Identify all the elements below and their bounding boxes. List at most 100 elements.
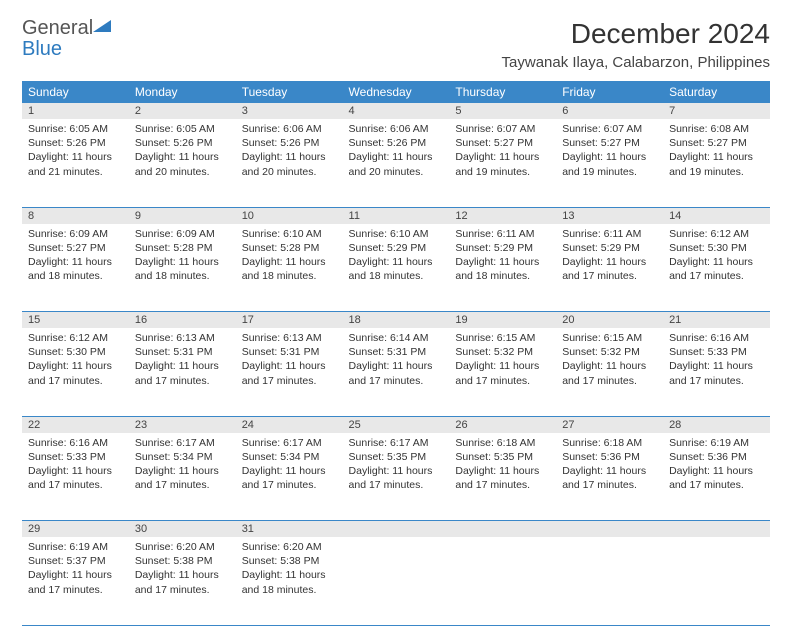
day-cell-body: Sunrise: 6:16 AMSunset: 5:33 PMDaylight:…	[22, 433, 129, 499]
daylight-text: Daylight: 11 hours	[669, 359, 764, 373]
day-cell: Sunrise: 6:05 AMSunset: 5:26 PMDaylight:…	[129, 119, 236, 207]
day-number-cell: 16	[129, 312, 236, 329]
day-number-cell	[556, 521, 663, 538]
sunset-text: Sunset: 5:35 PM	[349, 450, 444, 464]
sunrise-text: Sunrise: 6:17 AM	[349, 436, 444, 450]
day-number-cell: 17	[236, 312, 343, 329]
day-cell-body: Sunrise: 6:19 AMSunset: 5:36 PMDaylight:…	[663, 433, 770, 499]
day-cell-body: Sunrise: 6:09 AMSunset: 5:27 PMDaylight:…	[22, 224, 129, 290]
day-cell: Sunrise: 6:05 AMSunset: 5:26 PMDaylight:…	[22, 119, 129, 207]
daylight-text: and 17 minutes.	[455, 374, 550, 388]
daylight-text: Daylight: 11 hours	[349, 464, 444, 478]
day-number-cell: 29	[22, 521, 129, 538]
sunset-text: Sunset: 5:31 PM	[135, 345, 230, 359]
sunset-text: Sunset: 5:27 PM	[28, 241, 123, 255]
day-number-cell: 12	[449, 207, 556, 224]
day-cell: Sunrise: 6:13 AMSunset: 5:31 PMDaylight:…	[236, 328, 343, 416]
daylight-text: and 17 minutes.	[669, 478, 764, 492]
sunset-text: Sunset: 5:29 PM	[562, 241, 657, 255]
day-cell-body: Sunrise: 6:20 AMSunset: 5:38 PMDaylight:…	[129, 537, 236, 603]
calendar-table: Sunday Monday Tuesday Wednesday Thursday…	[22, 81, 770, 626]
weekday-header: Tuesday	[236, 81, 343, 103]
sunrise-text: Sunrise: 6:15 AM	[562, 331, 657, 345]
sunset-text: Sunset: 5:36 PM	[669, 450, 764, 464]
sunrise-text: Sunrise: 6:09 AM	[28, 227, 123, 241]
daylight-text: Daylight: 11 hours	[135, 150, 230, 164]
daylight-text: and 20 minutes.	[242, 165, 337, 179]
sunrise-text: Sunrise: 6:19 AM	[28, 540, 123, 554]
day-cell-body: Sunrise: 6:13 AMSunset: 5:31 PMDaylight:…	[236, 328, 343, 394]
day-cell-body: Sunrise: 6:10 AMSunset: 5:28 PMDaylight:…	[236, 224, 343, 290]
daylight-text: and 20 minutes.	[135, 165, 230, 179]
daylight-text: Daylight: 11 hours	[455, 359, 550, 373]
day-cell: Sunrise: 6:10 AMSunset: 5:28 PMDaylight:…	[236, 224, 343, 312]
daylight-text: Daylight: 11 hours	[242, 568, 337, 582]
brand-logo: General Blue	[22, 18, 111, 60]
daylight-text: Daylight: 11 hours	[562, 359, 657, 373]
sunset-text: Sunset: 5:27 PM	[669, 136, 764, 150]
day-cell-body: Sunrise: 6:12 AMSunset: 5:30 PMDaylight:…	[663, 224, 770, 290]
daylight-text: and 17 minutes.	[28, 374, 123, 388]
sunset-text: Sunset: 5:36 PM	[562, 450, 657, 464]
day-cell-body: Sunrise: 6:06 AMSunset: 5:26 PMDaylight:…	[236, 119, 343, 185]
daylight-text: Daylight: 11 hours	[135, 464, 230, 478]
day-cell: Sunrise: 6:10 AMSunset: 5:29 PMDaylight:…	[343, 224, 450, 312]
day-cell-body: Sunrise: 6:11 AMSunset: 5:29 PMDaylight:…	[449, 224, 556, 290]
daylight-text: and 17 minutes.	[242, 374, 337, 388]
day-cell: Sunrise: 6:16 AMSunset: 5:33 PMDaylight:…	[663, 328, 770, 416]
day-number-cell: 15	[22, 312, 129, 329]
sunrise-text: Sunrise: 6:07 AM	[455, 122, 550, 136]
sunrise-text: Sunrise: 6:07 AM	[562, 122, 657, 136]
day-cell: Sunrise: 6:06 AMSunset: 5:26 PMDaylight:…	[236, 119, 343, 207]
day-number-cell: 9	[129, 207, 236, 224]
brand-part2: Blue	[22, 38, 62, 60]
daylight-text: and 17 minutes.	[669, 374, 764, 388]
day-number-cell: 22	[22, 416, 129, 433]
sunrise-text: Sunrise: 6:18 AM	[455, 436, 550, 450]
day-number-cell: 25	[343, 416, 450, 433]
day-cell-body: Sunrise: 6:12 AMSunset: 5:30 PMDaylight:…	[22, 328, 129, 394]
day-number-cell: 4	[343, 103, 450, 119]
day-cell: Sunrise: 6:06 AMSunset: 5:26 PMDaylight:…	[343, 119, 450, 207]
day-body-row: Sunrise: 6:05 AMSunset: 5:26 PMDaylight:…	[22, 119, 770, 207]
day-body-row: Sunrise: 6:12 AMSunset: 5:30 PMDaylight:…	[22, 328, 770, 416]
sunset-text: Sunset: 5:30 PM	[28, 345, 123, 359]
sunrise-text: Sunrise: 6:13 AM	[135, 331, 230, 345]
day-cell: Sunrise: 6:15 AMSunset: 5:32 PMDaylight:…	[556, 328, 663, 416]
daylight-text: and 17 minutes.	[28, 583, 123, 597]
day-cell-body: Sunrise: 6:10 AMSunset: 5:29 PMDaylight:…	[343, 224, 450, 290]
sunrise-text: Sunrise: 6:17 AM	[135, 436, 230, 450]
sunset-text: Sunset: 5:31 PM	[242, 345, 337, 359]
day-cell: Sunrise: 6:17 AMSunset: 5:34 PMDaylight:…	[236, 433, 343, 521]
sunset-text: Sunset: 5:32 PM	[562, 345, 657, 359]
day-cell-body: Sunrise: 6:15 AMSunset: 5:32 PMDaylight:…	[556, 328, 663, 394]
sunset-text: Sunset: 5:35 PM	[455, 450, 550, 464]
sunrise-text: Sunrise: 6:16 AM	[28, 436, 123, 450]
day-cell-body: Sunrise: 6:11 AMSunset: 5:29 PMDaylight:…	[556, 224, 663, 290]
sunrise-text: Sunrise: 6:16 AM	[669, 331, 764, 345]
sunset-text: Sunset: 5:33 PM	[669, 345, 764, 359]
day-cell: Sunrise: 6:12 AMSunset: 5:30 PMDaylight:…	[22, 328, 129, 416]
day-number-cell	[343, 521, 450, 538]
daylight-text: Daylight: 11 hours	[562, 464, 657, 478]
title-block: December 2024 Taywanak Ilaya, Calabarzon…	[502, 18, 770, 71]
sunset-text: Sunset: 5:26 PM	[349, 136, 444, 150]
day-number-row: 15161718192021	[22, 312, 770, 329]
sunset-text: Sunset: 5:29 PM	[455, 241, 550, 255]
weekday-header: Thursday	[449, 81, 556, 103]
sunrise-text: Sunrise: 6:17 AM	[242, 436, 337, 450]
weekday-header: Wednesday	[343, 81, 450, 103]
day-number-cell: 8	[22, 207, 129, 224]
day-body-row: Sunrise: 6:16 AMSunset: 5:33 PMDaylight:…	[22, 433, 770, 521]
daylight-text: and 17 minutes.	[349, 478, 444, 492]
sunset-text: Sunset: 5:26 PM	[28, 136, 123, 150]
daylight-text: and 18 minutes.	[349, 269, 444, 283]
day-cell-body: Sunrise: 6:05 AMSunset: 5:26 PMDaylight:…	[22, 119, 129, 185]
sunset-text: Sunset: 5:38 PM	[242, 554, 337, 568]
daylight-text: and 17 minutes.	[562, 374, 657, 388]
sunrise-text: Sunrise: 6:08 AM	[669, 122, 764, 136]
sunrise-text: Sunrise: 6:18 AM	[562, 436, 657, 450]
daylight-text: Daylight: 11 hours	[28, 464, 123, 478]
daylight-text: and 17 minutes.	[28, 478, 123, 492]
day-number-cell: 27	[556, 416, 663, 433]
